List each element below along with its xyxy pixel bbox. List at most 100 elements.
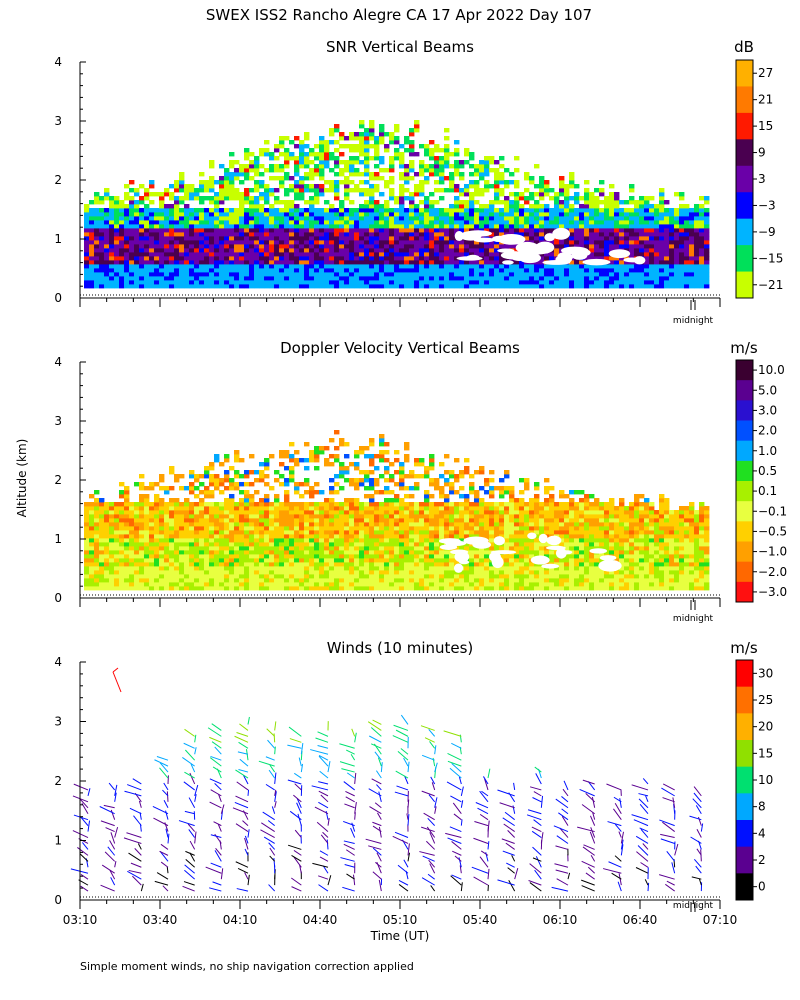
snr-gap xyxy=(456,256,483,261)
snr-cell xyxy=(144,248,150,253)
snr-cell xyxy=(289,204,295,209)
snr-cell xyxy=(494,224,500,229)
snr-cell xyxy=(514,272,520,277)
doppler-cell xyxy=(119,538,125,543)
snr-cell xyxy=(359,240,365,245)
snr-cell xyxy=(579,220,585,225)
snr-cell xyxy=(214,272,220,277)
snr-cell xyxy=(294,252,300,257)
snr-cell xyxy=(414,252,420,257)
snr-cell xyxy=(264,224,270,229)
snr-cell xyxy=(234,208,240,213)
snr-cell xyxy=(619,224,625,229)
doppler-cell xyxy=(129,522,135,527)
snr-cell xyxy=(514,220,520,225)
snr-cell xyxy=(229,196,235,201)
snr-cell xyxy=(369,232,375,237)
snr-cell xyxy=(459,208,465,213)
doppler-cell xyxy=(334,554,340,559)
doppler-cell xyxy=(349,498,355,503)
snr-cell xyxy=(99,252,105,257)
snr-cell xyxy=(209,260,215,265)
doppler-cell xyxy=(114,534,120,539)
snr-cell xyxy=(259,272,265,277)
doppler-cell xyxy=(139,574,145,579)
doppler-cell xyxy=(99,558,105,563)
snr-cell xyxy=(364,172,370,177)
doppler-cell xyxy=(304,546,310,551)
snr-cell xyxy=(149,200,155,205)
doppler-cell xyxy=(274,554,280,559)
snr-cell xyxy=(464,264,470,269)
doppler-cell xyxy=(259,578,265,583)
snr-cell xyxy=(619,276,625,281)
snr-cell xyxy=(139,232,145,237)
doppler-cell xyxy=(284,562,290,567)
snr-cell xyxy=(314,152,320,157)
doppler-cell xyxy=(364,474,370,479)
snr-cell xyxy=(329,220,335,225)
snr-cell xyxy=(624,216,630,221)
snr-cell xyxy=(174,200,180,205)
snr-cell xyxy=(369,240,375,245)
snr-cell xyxy=(394,216,400,221)
doppler-cell xyxy=(119,542,125,547)
snr-cell xyxy=(139,264,145,269)
doppler-cell xyxy=(254,522,260,527)
snr-cell xyxy=(449,256,455,261)
snr-cell xyxy=(119,212,125,217)
snr-cell xyxy=(364,188,370,193)
snr-cell xyxy=(669,280,675,285)
snr-cell xyxy=(489,280,495,285)
snr-cell xyxy=(344,272,350,277)
snr-cell xyxy=(584,268,590,273)
snr-cell xyxy=(399,252,405,257)
doppler-cell xyxy=(99,526,105,531)
snr-cell xyxy=(354,132,360,137)
doppler-cell xyxy=(184,546,190,551)
snr-cell xyxy=(604,264,610,269)
doppler-cell xyxy=(139,562,145,567)
snr-cell xyxy=(499,172,505,177)
snr-cell xyxy=(94,228,100,233)
snr-cell xyxy=(334,188,340,193)
snr-cell xyxy=(154,224,160,229)
doppler-cell xyxy=(224,534,230,539)
snr-cell xyxy=(649,228,655,233)
snr-cell xyxy=(554,192,560,197)
snr-cell xyxy=(399,244,405,249)
snr-cell xyxy=(289,176,295,181)
doppler-cell xyxy=(264,510,270,515)
snr-cell xyxy=(569,196,575,201)
snr-cell xyxy=(434,172,440,177)
doppler-cell xyxy=(179,554,185,559)
snr-cell xyxy=(539,272,545,277)
snr-cell xyxy=(189,280,195,285)
snr-cell xyxy=(319,264,325,269)
doppler-cell xyxy=(279,538,285,543)
snr-cell xyxy=(219,224,225,229)
snr-cell xyxy=(194,232,200,237)
snr-cell xyxy=(599,272,605,277)
snr-cell xyxy=(424,248,430,253)
snr-cell xyxy=(184,184,190,189)
doppler-cell xyxy=(274,586,280,591)
snr-cell xyxy=(609,184,615,189)
colorbar-label: 15 xyxy=(758,119,773,133)
snr-cell xyxy=(174,284,180,289)
doppler-cell xyxy=(159,510,165,515)
snr-cell xyxy=(254,220,260,225)
snr-cell xyxy=(264,240,270,245)
snr-cell xyxy=(269,188,275,193)
doppler-cell xyxy=(369,522,375,527)
snr-cell xyxy=(284,216,290,221)
snr-cell xyxy=(249,216,255,221)
snr-cell xyxy=(459,244,465,249)
snr-cell xyxy=(449,220,455,225)
snr-cell xyxy=(494,256,500,261)
doppler-cell xyxy=(294,554,300,559)
doppler-cell xyxy=(244,578,250,583)
snr-cell xyxy=(434,236,440,241)
snr-cell xyxy=(644,260,650,265)
snr-cell xyxy=(264,220,270,225)
